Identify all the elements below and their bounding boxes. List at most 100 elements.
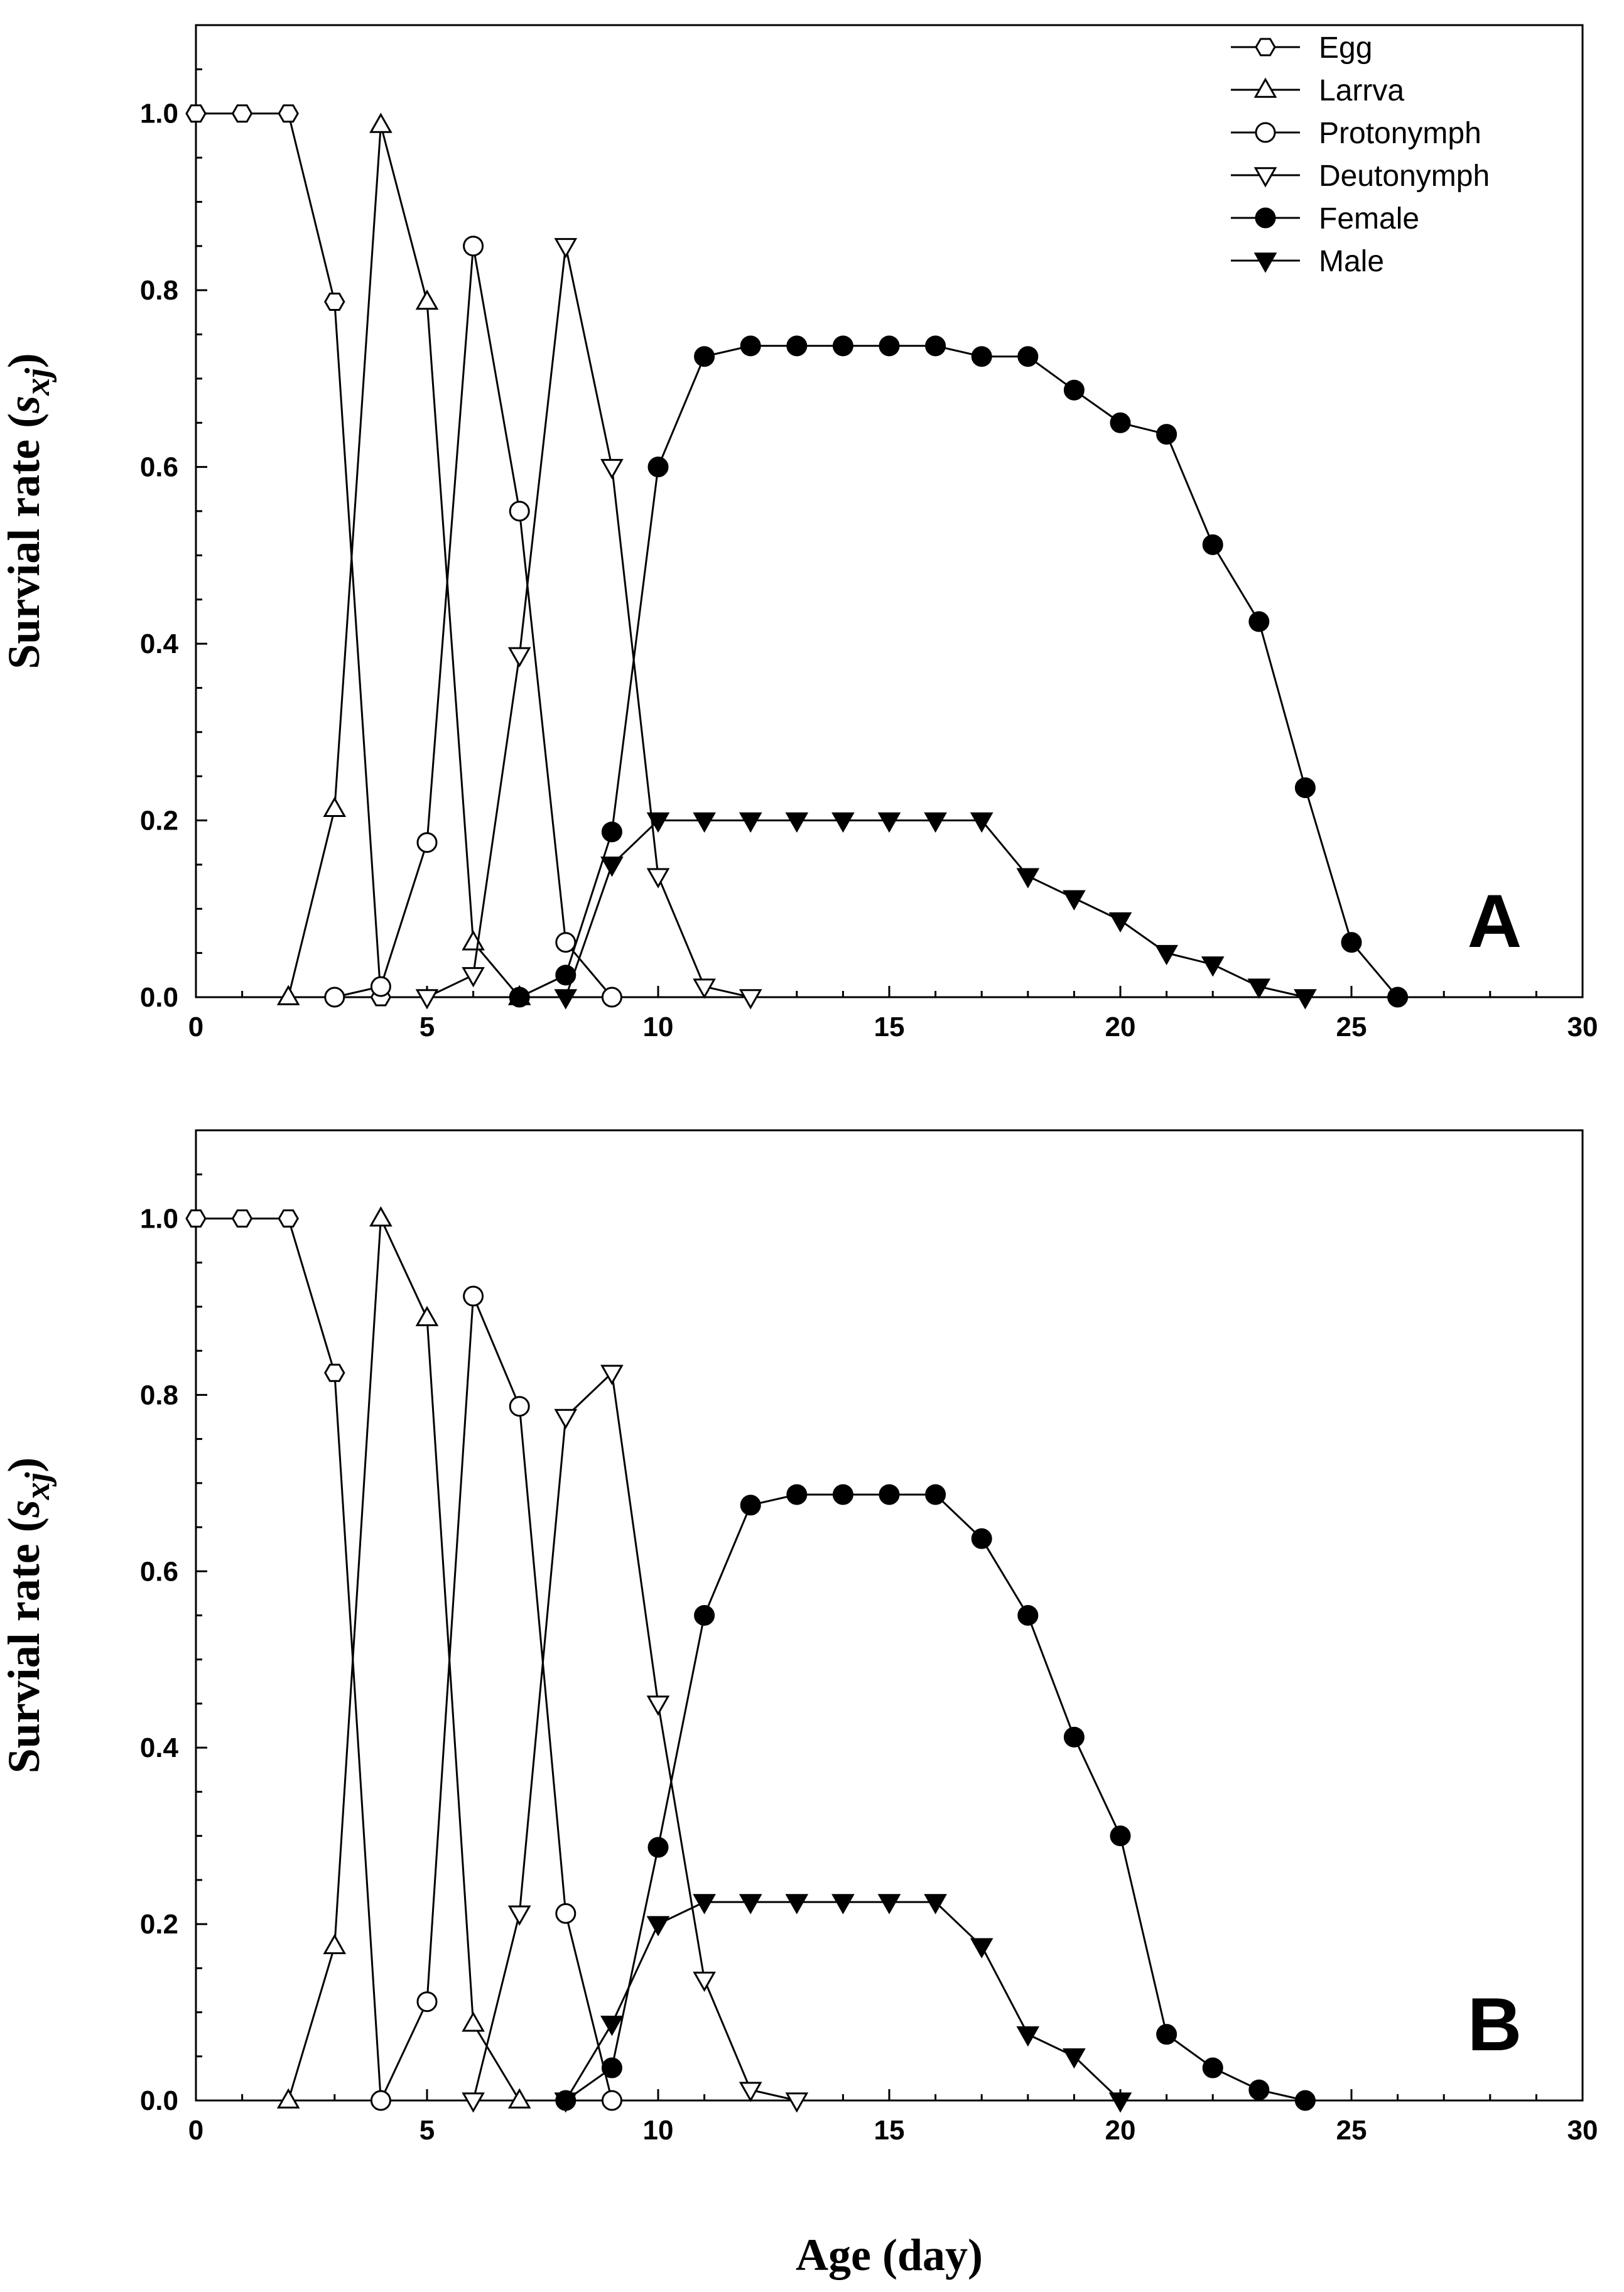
data-point-protonymph — [463, 235, 484, 257]
data-point-female — [1156, 2024, 1177, 2045]
legend-label: Protonymph — [1319, 117, 1481, 150]
legend-marker — [1255, 207, 1276, 229]
x-tick-label: 25 — [1336, 2115, 1367, 2146]
series-larrva — [276, 1206, 531, 2109]
data-point-male — [831, 812, 855, 833]
legend-entry-larrva: Larrva — [1231, 74, 1404, 107]
data-point-larrva — [276, 2088, 300, 2109]
data-point-female — [925, 1484, 946, 1505]
data-point-male — [1063, 890, 1086, 911]
data-point-larrva — [415, 1305, 439, 1326]
data-point-egg — [324, 1363, 345, 1382]
data-point-deutonymph — [600, 458, 624, 480]
data-point-larrva — [276, 985, 300, 1005]
y-tick-label: 0.0 — [140, 2085, 178, 2116]
data-point-male — [693, 812, 716, 833]
series-line-protonymph — [334, 246, 613, 998]
series-line-male — [565, 819, 1306, 998]
data-point-female — [1110, 412, 1131, 433]
y-tick-label: 0.2 — [140, 1909, 178, 1940]
data-point-male — [785, 1894, 809, 1915]
y-axis-title: Survial rate (sxj) — [0, 1457, 57, 1774]
data-point-female — [925, 335, 946, 357]
data-point-female — [647, 457, 669, 478]
y-tick-label: 0.2 — [140, 806, 178, 836]
data-point-protonymph — [555, 932, 577, 953]
data-point-deutonymph — [554, 1408, 578, 1430]
data-point-male — [600, 2016, 624, 2036]
data-point-egg — [231, 104, 253, 123]
data-point-deutonymph — [785, 2092, 809, 2113]
data-point-deutonymph — [415, 989, 439, 1010]
data-point-deutonymph — [507, 647, 531, 668]
panel-label-b: B — [1468, 1982, 1522, 2067]
legend-label: Male — [1319, 245, 1384, 278]
x-tick-label: 10 — [643, 1012, 674, 1042]
data-point-male — [785, 812, 809, 833]
data-point-female — [740, 1495, 761, 1516]
data-point-female — [740, 335, 761, 357]
x-tick-label: 0 — [188, 2115, 203, 2146]
data-point-male — [554, 989, 578, 1010]
data-point-female — [1202, 2057, 1223, 2078]
legend-marker — [1255, 38, 1276, 57]
data-point-larrva — [462, 2011, 485, 2032]
data-point-female — [879, 1484, 900, 1505]
data-point-female — [1248, 611, 1270, 632]
data-point-male — [600, 857, 624, 877]
data-point-female — [1294, 777, 1316, 798]
legend-label: Egg — [1319, 31, 1372, 65]
legend-entry-egg: Egg — [1231, 31, 1372, 65]
y-tick-label: 0.6 — [140, 1556, 178, 1587]
y-tick-label: 1.0 — [140, 1203, 178, 1234]
data-point-female — [1063, 1726, 1085, 1748]
data-point-protonymph — [601, 987, 622, 1008]
data-point-male — [646, 1916, 670, 1937]
data-point-male — [1063, 2048, 1086, 2069]
series-line-egg — [196, 112, 382, 998]
x-tick-label: 10 — [643, 2115, 674, 2146]
legend-marker — [1255, 122, 1276, 143]
series-protonymph — [324, 235, 622, 1008]
panel-a: 0 5 10 15 20 25 30 0.0 0.2 0.4 0.6 0.8 1.0 Survial ra… — [0, 24, 1598, 1042]
data-point-larrva — [462, 930, 485, 951]
data-point-male — [970, 812, 993, 833]
data-point-female — [1341, 932, 1362, 953]
data-point-female — [832, 335, 853, 357]
x-tick-label: 20 — [1105, 2115, 1136, 2146]
data-point-female — [1294, 2090, 1316, 2111]
data-point-female — [1017, 346, 1039, 367]
data-point-female — [509, 987, 530, 1008]
data-point-protonymph — [509, 500, 530, 522]
legend-entry-female: Female — [1231, 202, 1419, 235]
data-point-protonymph — [370, 976, 391, 997]
x-tick-label: 30 — [1567, 1012, 1598, 1042]
series-line-deutonymph — [472, 1371, 798, 2102]
series-line-deutonymph — [426, 246, 751, 998]
data-point-female — [1248, 2079, 1270, 2100]
legend-label: Deutonymph — [1319, 159, 1490, 193]
data-point-female — [1156, 424, 1177, 445]
data-point-egg — [185, 104, 207, 123]
data-point-male — [1108, 2092, 1132, 2113]
x-tick-label: 25 — [1336, 1012, 1367, 1042]
data-point-protonymph — [555, 1903, 577, 1924]
data-point-male — [924, 1894, 947, 1915]
y-tick-label: 0.6 — [140, 452, 178, 483]
x-tick-label: 30 — [1567, 2115, 1598, 2146]
data-point-male — [739, 1894, 762, 1915]
data-point-male — [877, 1894, 901, 1915]
data-point-deutonymph — [739, 989, 762, 1010]
series-egg — [185, 104, 392, 1007]
data-point-deutonymph — [646, 868, 670, 889]
data-point-female — [786, 1484, 808, 1505]
legend-marker — [1253, 167, 1277, 188]
legend-entry-deutonymph: Deutonymph — [1231, 159, 1490, 193]
x-tick-label: 15 — [874, 2115, 905, 2146]
panel-label-a: A — [1468, 879, 1522, 963]
data-point-female — [694, 1605, 715, 1626]
y-axis-title: Survial rate (sxj) — [0, 353, 57, 669]
data-point-larrva — [415, 289, 439, 310]
data-point-male — [693, 1894, 716, 1915]
data-point-female — [786, 335, 808, 357]
